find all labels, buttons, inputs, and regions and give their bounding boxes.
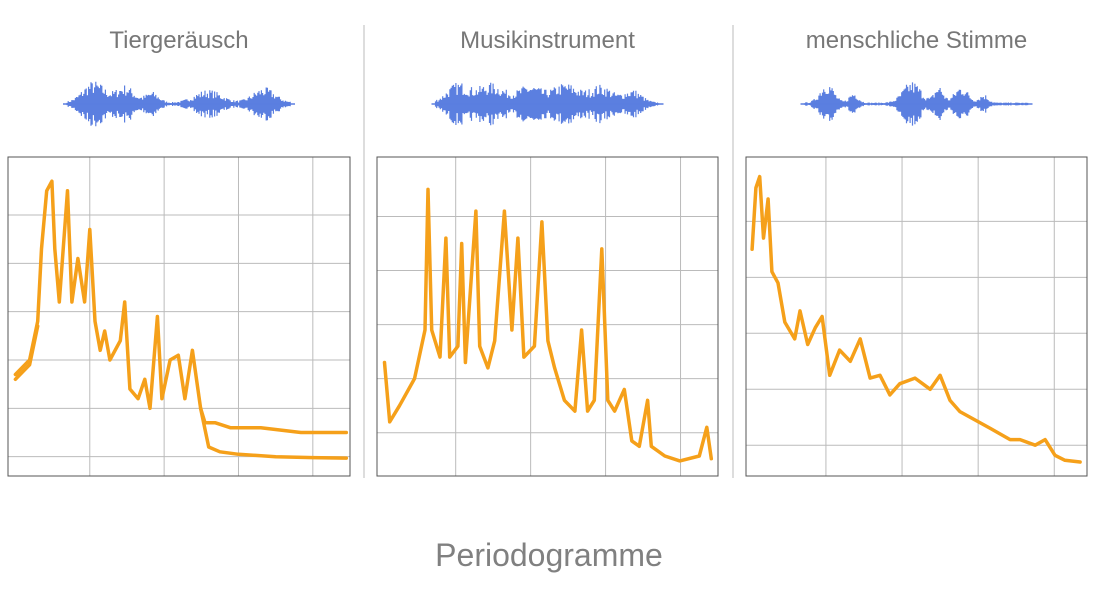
plot-frame [745,156,1088,477]
panel-title: menschliche Stimme [806,27,1027,54]
spectrum-line [13,324,349,460]
plot-frame [7,156,351,477]
spectrum-line [750,174,1082,464]
panel-title: Musikinstrument [460,27,635,54]
spectrum-line [382,187,714,463]
spectrum-line [13,179,349,435]
panel-title: Tiergeräusch [109,27,248,54]
plot-frame [376,156,719,477]
caption: Periodogramme [435,537,663,573]
